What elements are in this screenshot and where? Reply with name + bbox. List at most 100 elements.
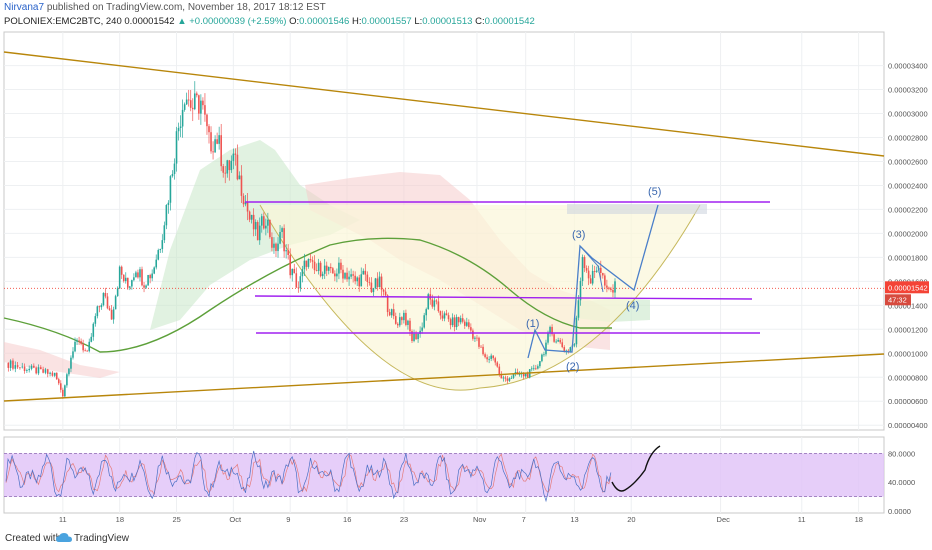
candle-body — [70, 357, 72, 369]
publish-info: published on TradingView.com, November 1… — [46, 2, 326, 13]
candle-body — [476, 337, 478, 339]
candle-body — [545, 342, 547, 355]
candle-body — [78, 340, 80, 342]
high-label: H: — [351, 16, 362, 27]
candle-body — [19, 367, 21, 369]
candle-body — [256, 222, 259, 241]
time-tick-label: Dec — [717, 515, 731, 524]
candle-body — [202, 100, 204, 106]
candle-body — [405, 312, 407, 325]
candle-body — [287, 250, 289, 255]
candle-body — [325, 265, 328, 271]
candle-body — [307, 259, 310, 267]
time-tick-label: 11 — [59, 515, 67, 524]
candle-body — [478, 337, 480, 347]
candle-body — [563, 347, 566, 351]
candle-body — [368, 281, 371, 283]
candle-body — [309, 259, 312, 261]
price-chart[interactable]: (1)(2)(3)(4)(5) 0.000034000.000032000.00… — [0, 0, 932, 528]
tradingview-brand[interactable]: TradingView — [74, 533, 130, 544]
candle-body — [92, 323, 95, 337]
candle-body — [76, 340, 78, 342]
candle-body — [224, 172, 227, 174]
candle-body — [273, 243, 275, 248]
price-tick-label: 0.00002400 — [888, 181, 928, 190]
candle-body — [338, 262, 340, 274]
candle-body — [167, 202, 170, 206]
candle-body — [561, 342, 564, 348]
candle-body — [553, 334, 555, 342]
candle-body — [360, 274, 363, 287]
candle-body — [157, 250, 160, 260]
last-value: 0.00001542 — [124, 16, 175, 27]
candle-body — [44, 369, 47, 373]
price-tick-label: 0.00002200 — [888, 205, 928, 214]
candle-body — [336, 273, 338, 277]
candle-body — [535, 368, 537, 370]
candle-body — [421, 327, 423, 331]
candle-body — [443, 313, 446, 319]
candle-body — [340, 262, 342, 270]
candle-body — [295, 273, 298, 288]
created-with-label: Created with — [5, 533, 62, 544]
candle-body — [569, 347, 572, 352]
candle-body — [14, 365, 17, 369]
candle-body — [297, 287, 300, 289]
candle-body — [372, 288, 375, 293]
candle-body — [451, 317, 454, 326]
candle-body — [543, 354, 545, 356]
candle-body — [504, 377, 507, 379]
candle-body — [415, 333, 417, 340]
price-tick-label: 0.00001800 — [888, 253, 928, 262]
author-name[interactable]: Nirvana7 — [4, 2, 45, 13]
candle-body — [57, 379, 60, 384]
candle-body — [374, 278, 377, 289]
candle-body — [238, 175, 241, 180]
time-tick-label: 20 — [627, 515, 635, 524]
candle-body — [484, 354, 486, 358]
candle-body — [466, 322, 468, 326]
cloud-bullish — [150, 140, 360, 330]
candle-body — [135, 272, 137, 278]
candle-body — [206, 114, 208, 127]
candle-body — [323, 265, 326, 274]
candle-body — [72, 351, 74, 358]
candle-body — [346, 272, 348, 280]
candle-body — [279, 231, 281, 244]
candle-body — [502, 377, 505, 379]
candle-body — [394, 316, 397, 324]
candle-body — [112, 309, 115, 320]
candle-body — [330, 266, 332, 269]
price-tick-label: 0.00002000 — [888, 229, 928, 238]
time-tick-label: Nov — [473, 515, 487, 524]
publish-header: Nirvana7 published on TradingView.com, N… — [4, 2, 326, 13]
candle-body — [399, 317, 401, 326]
candle-body — [183, 104, 186, 110]
candle-body — [275, 243, 277, 252]
candles — [7, 81, 616, 399]
candle-body — [431, 299, 434, 307]
candle-body — [55, 372, 58, 380]
candle-body — [437, 301, 440, 312]
rsi-tick-label: 80.0000 — [888, 449, 915, 458]
candle-body — [263, 216, 265, 229]
time-tick-label: 7 — [522, 515, 526, 524]
candle-body — [53, 372, 56, 376]
candle-body — [122, 274, 125, 282]
candle-body — [453, 317, 456, 328]
candle-body — [226, 160, 229, 174]
time-tick-label: 23 — [400, 515, 408, 524]
candle-body — [480, 346, 482, 348]
candle-body — [165, 205, 168, 226]
candle-body — [131, 280, 133, 287]
candle-body — [291, 268, 294, 276]
candle-body — [9, 360, 12, 368]
tradingview-cloud-icon[interactable] — [55, 531, 73, 545]
candle-body — [84, 350, 86, 352]
candle-body — [137, 272, 139, 278]
candle-body — [23, 366, 26, 371]
candle-body — [62, 389, 64, 397]
candle-body — [541, 354, 543, 362]
open-label: O: — [289, 16, 300, 27]
candle-body — [587, 270, 590, 279]
